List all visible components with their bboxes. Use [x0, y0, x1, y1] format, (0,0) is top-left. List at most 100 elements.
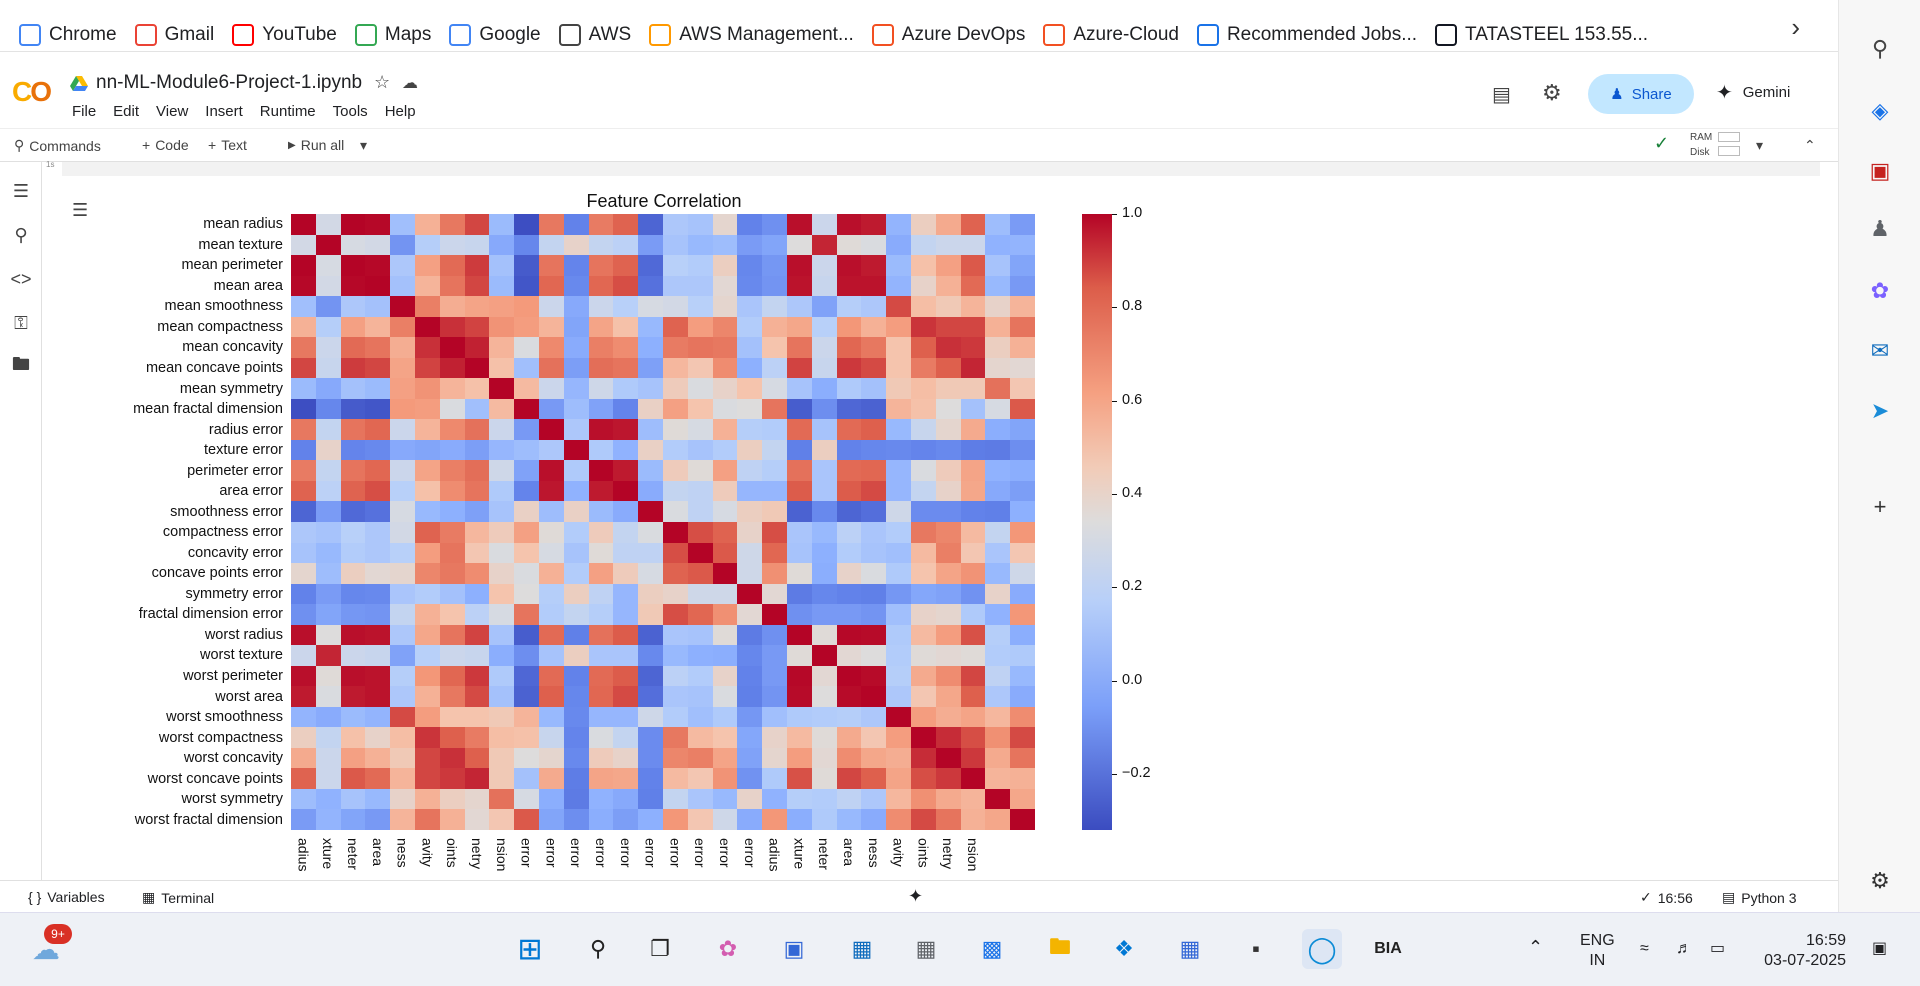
- bookmark-item[interactable]: Chrome: [10, 18, 126, 52]
- key-icon[interactable]: ⚿: [14, 312, 28, 333]
- calculator-icon[interactable]: ▦: [915, 936, 937, 961]
- resources-dropdown-icon[interactable]: ▾: [1756, 137, 1764, 153]
- heatmap-cell: [985, 378, 1011, 400]
- find-icon[interactable]: ⚲: [14, 224, 28, 245]
- menu-runtime[interactable]: Runtime: [259, 103, 316, 120]
- heatmap-cell: [663, 768, 689, 790]
- variables-button[interactable]: { } Variables: [28, 889, 105, 905]
- bia-app-icon[interactable]: BIA: [1374, 940, 1402, 957]
- chevron-right-icon[interactable]: ›: [1791, 12, 1800, 42]
- bookmark-item[interactable]: Azure-Cloud: [1034, 18, 1188, 52]
- bookmark-item[interactable]: TATASTEEL 153.55...: [1426, 18, 1657, 52]
- edge-icon[interactable]: ◯: [1302, 929, 1342, 969]
- folder-icon[interactable]: 🖿: [12, 354, 30, 374]
- kernel-status[interactable]: ▤ Python 3: [1722, 889, 1797, 906]
- outlook-icon[interactable]: ✉: [1870, 338, 1890, 363]
- chevron-up-icon[interactable]: ⌃: [1528, 937, 1544, 957]
- bookmark-item[interactable]: AWS: [550, 18, 641, 52]
- bookmark-item[interactable]: Maps: [346, 18, 440, 52]
- tag-icon[interactable]: ◈: [1871, 98, 1889, 123]
- heatmap-cell: [663, 337, 689, 359]
- vscode-icon[interactable]: ❖: [1114, 936, 1134, 961]
- terminal-app-icon[interactable]: ▪: [1252, 936, 1260, 961]
- bookmark-item[interactable]: Azure DevOps: [863, 18, 1035, 52]
- copilot-icon[interactable]: ✿: [1870, 278, 1890, 303]
- menu-file[interactable]: File: [72, 103, 97, 120]
- control-panel-icon[interactable]: ▩: [981, 936, 1003, 961]
- menu-insert[interactable]: Insert: [205, 103, 243, 120]
- bookmark-item[interactable]: Google: [440, 18, 549, 52]
- heatmap-cell: [390, 439, 416, 461]
- heatmap-cell: [638, 296, 664, 318]
- heatmap-cell: [787, 337, 813, 359]
- heatmap-cell: [489, 501, 515, 523]
- heatmap-cell: [563, 583, 590, 605]
- menu-edit[interactable]: Edit: [113, 103, 140, 120]
- bookmark-item[interactable]: Gmail: [126, 18, 224, 52]
- menu-tools[interactable]: Tools: [332, 103, 368, 120]
- ram-disk-indicator[interactable]: RAM Disk: [1690, 132, 1713, 158]
- games-icon[interactable]: ♟: [1870, 216, 1890, 241]
- add-text-button[interactable]: + Text: [208, 137, 247, 153]
- heatmap-cell: [514, 604, 540, 626]
- copilot-icon[interactable]: ✿: [718, 936, 738, 961]
- search-icon[interactable]: ⚲: [589, 936, 607, 961]
- heatmap-cell: [737, 583, 763, 605]
- notification-icon[interactable]: ▣: [1872, 940, 1888, 957]
- gear-icon[interactable]: ⚙: [1542, 80, 1562, 105]
- menu-help[interactable]: Help: [384, 103, 416, 120]
- menu-view[interactable]: View: [156, 103, 189, 120]
- heatmap-cell: [687, 255, 714, 277]
- gemini-button[interactable]: ✦ Gemini: [1716, 80, 1790, 105]
- heatmap-cell: [365, 624, 391, 646]
- network-icon[interactable]: ▦: [1179, 936, 1201, 961]
- toolbox-icon[interactable]: ▣: [1869, 158, 1891, 183]
- heatmap-cell: [514, 398, 540, 420]
- bookmark-label: Recommended Jobs...: [1226, 23, 1418, 45]
- notebook-title[interactable]: nn-ML-Module6-Project-1.ipynb: [96, 72, 363, 93]
- heatmap-cell: [613, 439, 639, 461]
- battery-icon[interactable]: ▭: [1710, 940, 1726, 957]
- share-button[interactable]: ♟ Share: [1588, 74, 1694, 114]
- code-snippets-icon[interactable]: <>: [10, 268, 32, 289]
- windows-start-icon[interactable]: ⊞: [517, 932, 543, 966]
- task-view-icon[interactable]: ❐: [650, 936, 670, 961]
- wifi-icon[interactable]: ≈: [1640, 940, 1649, 957]
- bookmark-item[interactable]: AWS Management...: [640, 18, 863, 52]
- heatmap-cell: [712, 542, 738, 564]
- heatmap-cell: [415, 768, 441, 790]
- store-icon[interactable]: ▦: [851, 936, 873, 961]
- commands-button[interactable]: ⚲ Commands: [14, 137, 101, 154]
- heatmap-cell: [514, 296, 540, 318]
- bookmark-item[interactable]: Recommended Jobs...: [1188, 18, 1426, 52]
- sparkle-icon[interactable]: ✦: [908, 886, 924, 906]
- heatmap-cell: [911, 809, 937, 831]
- output-actions-icon[interactable]: ☰: [72, 200, 89, 220]
- add-icon[interactable]: +: [1873, 494, 1887, 519]
- comments-icon[interactable]: ▤: [1492, 84, 1511, 106]
- heatmap-cell: [588, 788, 614, 810]
- collapse-icon[interactable]: ⌃: [1804, 137, 1816, 153]
- last-run-status[interactable]: ✓ 16:56: [1640, 889, 1693, 906]
- heatmap-cell: [291, 275, 317, 297]
- terminal-button[interactable]: ▦ Terminal: [142, 889, 215, 906]
- star-icon[interactable]: ☆: [374, 72, 391, 92]
- heatmap-cell: [439, 255, 466, 277]
- run-all-dropdown-icon[interactable]: ▾: [360, 137, 368, 153]
- telegram-icon[interactable]: ➤: [1870, 398, 1890, 423]
- bookmark-item[interactable]: YouTube: [223, 18, 346, 52]
- add-code-button[interactable]: + Code: [142, 137, 189, 153]
- file-explorer-icon[interactable]: 🖿: [1048, 934, 1071, 959]
- settings-icon[interactable]: ⚙: [1870, 868, 1890, 893]
- x-tick-label: error: [692, 838, 709, 868]
- heatmap-cell: [911, 214, 937, 236]
- remote-desktop-icon[interactable]: ▣: [783, 936, 805, 961]
- cloud-saved-icon[interactable]: ☁: [402, 75, 418, 92]
- language-indicator[interactable]: ENG IN: [1580, 932, 1615, 969]
- volume-icon[interactable]: ♬: [1676, 940, 1692, 957]
- clock[interactable]: 16:59 03-07-2025: [1764, 932, 1846, 969]
- run-all-button[interactable]: ▶ Run all: [288, 137, 345, 153]
- table-of-contents-icon[interactable]: ☰: [12, 180, 30, 201]
- heatmap-cell: [737, 645, 763, 667]
- search-icon[interactable]: ⚲: [1871, 36, 1889, 61]
